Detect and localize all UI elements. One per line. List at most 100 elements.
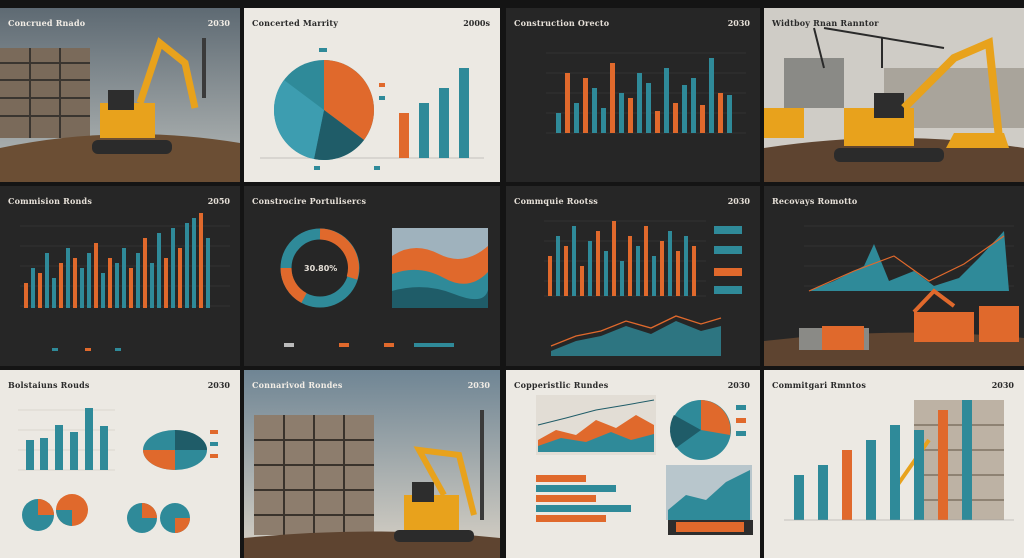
decorative-bar xyxy=(580,266,584,296)
panel-year: 2030 xyxy=(467,380,490,390)
light-bars-pies-graphic xyxy=(18,408,218,533)
decorative-bar xyxy=(818,465,828,520)
excavator-scene-1 xyxy=(0,8,240,182)
decorative-bar xyxy=(129,268,133,308)
panel-light-multi: Copperistlic Rundes 2030 xyxy=(506,370,760,558)
decorative-bar xyxy=(866,440,876,520)
decorative-bar xyxy=(572,226,576,296)
decorative-bar xyxy=(171,228,175,308)
bar-graphic-2 xyxy=(20,213,230,351)
decorative-bar xyxy=(157,233,161,308)
excavator-scene-2 xyxy=(764,8,1024,182)
light-bars-building-graphic xyxy=(784,400,1014,521)
decorative-bar xyxy=(682,85,687,133)
panel-area-machinery: Recovays Romotto xyxy=(764,186,1024,366)
decorative-bar xyxy=(87,253,91,308)
decorative-bar xyxy=(700,105,705,133)
panel-title: Bolstaiuns Rouds xyxy=(8,380,90,390)
area-machinery-graphic xyxy=(764,225,1024,366)
donut-center-label: 30.80% xyxy=(304,264,338,273)
panel-year: 2050 xyxy=(207,196,230,206)
decorative-bar xyxy=(612,221,616,296)
decorative-bar xyxy=(588,241,592,296)
panel-light-bars-building: Commitgari Rmntos 2030 xyxy=(764,370,1024,558)
decorative-bar xyxy=(150,263,154,308)
panel-title: Recovays Romotto xyxy=(772,196,858,206)
decorative-bar xyxy=(80,268,84,308)
decorative-bar xyxy=(673,103,678,133)
decorative-bar xyxy=(655,111,660,133)
decorative-bar xyxy=(122,248,126,308)
panel-year: 2030 xyxy=(207,18,230,28)
decorative-bar xyxy=(637,73,642,133)
decorative-bar xyxy=(73,258,77,308)
decorative-bar xyxy=(636,246,640,296)
decorative-bar xyxy=(564,246,568,296)
decorative-bar xyxy=(583,78,588,133)
decorative-bar xyxy=(794,475,804,520)
decorative-bar xyxy=(136,253,140,308)
decorative-bar xyxy=(199,213,203,308)
panel-year: 2030 xyxy=(727,196,750,206)
decorative-bar xyxy=(890,425,900,520)
decorative-bar xyxy=(108,258,112,308)
panel-title: Constrocire Portulisercs xyxy=(252,196,367,206)
decorative-bar xyxy=(548,256,552,296)
decorative-bar xyxy=(718,93,723,133)
decorative-bar xyxy=(692,246,696,296)
panel-photo-building: Connarivod Rondes 2030 xyxy=(244,370,500,558)
panel-year: 2030 xyxy=(207,380,230,390)
panel-light-bars-pies: Bolstaiuns Rouds 2030 xyxy=(0,370,240,558)
panel-photo-excavator-2: Widtboy Rnan Ranntor xyxy=(764,8,1024,182)
decorative-bar xyxy=(668,231,672,296)
decorative-bar xyxy=(66,248,70,308)
decorative-bar xyxy=(914,430,924,520)
decorative-bar xyxy=(565,73,570,133)
decorative-bar xyxy=(115,263,119,308)
decorative-bar xyxy=(143,238,147,308)
panel-title: Commitgari Rmntos xyxy=(772,380,867,390)
decorative-bar xyxy=(52,278,56,308)
panel-title: Concerted Marrity xyxy=(252,18,339,28)
decorative-bar xyxy=(727,95,732,133)
decorative-bar xyxy=(664,68,669,133)
decorative-bar xyxy=(596,231,600,296)
decorative-bar xyxy=(192,218,196,308)
pie-bar-graphic xyxy=(260,48,484,170)
panel-pie-bar: Concerted Marrity 2000s xyxy=(244,8,500,182)
building-scene xyxy=(244,370,500,558)
decorative-bar xyxy=(842,450,852,520)
panel-title: Concrued Rnado xyxy=(8,18,86,28)
decorative-bar xyxy=(31,268,35,308)
decorative-bar xyxy=(556,236,560,296)
panel-year: 2030 xyxy=(727,380,750,390)
decorative-bar xyxy=(178,248,182,308)
panel-bars-line: Commquie Rootss 2030 xyxy=(506,186,760,366)
decorative-bar xyxy=(610,63,615,133)
decorative-bar xyxy=(684,236,688,296)
decorative-bar xyxy=(101,273,105,308)
panel-title: Commision Ronds xyxy=(8,196,93,206)
bar-line-graphic xyxy=(544,220,742,356)
decorative-bar xyxy=(619,93,624,133)
decorative-bar xyxy=(691,78,696,133)
panel-bars-dark-2: Commision Ronds 2050 xyxy=(0,186,240,366)
panel-title: Construction Orecto xyxy=(514,18,610,28)
decorative-bar xyxy=(206,238,210,308)
decorative-bar xyxy=(676,251,680,296)
decorative-bar xyxy=(556,113,561,133)
bar-graphic-1 xyxy=(546,52,746,134)
decorative-bar xyxy=(185,223,189,308)
decorative-bar xyxy=(24,283,28,308)
panel-donut-area: 30.80% Constrocire Portulisercs xyxy=(244,186,500,366)
decorative-bar xyxy=(652,256,656,296)
panel-photo-excavator-1: Concrued Rnado 2030 xyxy=(0,8,240,182)
donut-area-graphic xyxy=(280,228,488,347)
decorative-bar xyxy=(592,88,597,133)
decorative-bar xyxy=(938,410,948,520)
panel-title: Connarivod Rondes xyxy=(252,380,343,390)
decorative-bar xyxy=(59,263,63,308)
decorative-bar xyxy=(646,83,651,133)
panel-year: 2000s xyxy=(463,18,490,28)
